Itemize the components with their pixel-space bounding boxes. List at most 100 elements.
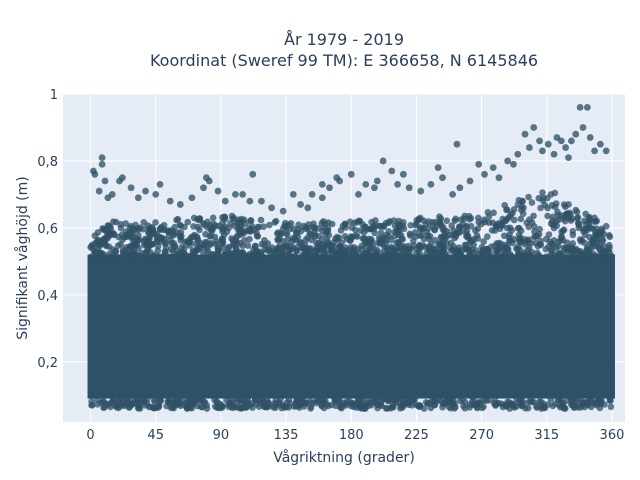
data-point xyxy=(94,237,102,244)
data-point xyxy=(422,243,429,251)
data-point xyxy=(460,254,468,261)
data-point xyxy=(516,246,524,254)
data-point xyxy=(283,403,291,410)
data-point xyxy=(111,247,119,255)
data-point xyxy=(358,242,366,250)
data-point xyxy=(185,253,193,261)
data-point xyxy=(535,230,543,238)
data-point xyxy=(504,157,512,165)
data-point xyxy=(377,235,385,243)
data-point xyxy=(203,401,210,409)
data-point xyxy=(143,400,151,407)
data-point xyxy=(563,212,571,220)
data-point xyxy=(495,174,503,182)
data-point xyxy=(326,184,333,192)
data-point xyxy=(510,160,517,168)
data-point xyxy=(405,242,412,250)
data-point xyxy=(410,242,418,249)
data-point xyxy=(282,219,289,227)
data-point xyxy=(431,226,438,234)
data-point xyxy=(304,204,312,212)
data-point xyxy=(510,206,518,213)
data-point xyxy=(359,235,367,243)
data-point xyxy=(484,253,492,260)
data-point xyxy=(581,231,589,239)
data-point xyxy=(318,194,326,202)
data-point xyxy=(515,399,522,406)
data-point xyxy=(356,400,364,407)
data-point xyxy=(530,124,538,131)
data-point xyxy=(382,405,390,412)
data-point xyxy=(579,124,587,131)
data-point xyxy=(120,254,128,262)
data-point xyxy=(173,247,181,254)
data-point xyxy=(566,243,574,251)
data-point xyxy=(515,224,523,232)
data-point xyxy=(119,246,127,254)
data-point xyxy=(129,233,137,241)
data-point xyxy=(166,197,174,205)
data-point xyxy=(239,242,247,250)
data-point xyxy=(368,244,375,252)
data-point xyxy=(586,253,594,261)
data-point xyxy=(459,221,467,228)
data-point xyxy=(474,235,482,242)
data-point xyxy=(128,401,136,409)
data-point xyxy=(341,220,349,228)
data-point xyxy=(301,241,309,249)
data-point xyxy=(170,400,178,408)
data-point xyxy=(405,184,413,192)
data-point xyxy=(155,403,162,411)
data-point xyxy=(539,189,546,196)
data-point xyxy=(556,250,564,258)
data-point xyxy=(490,209,497,217)
data-point xyxy=(285,247,293,255)
data-point xyxy=(156,395,163,403)
data-point xyxy=(272,401,280,409)
data-point xyxy=(279,207,287,215)
data-point xyxy=(364,397,372,404)
data-point xyxy=(484,209,492,216)
data-point xyxy=(225,244,232,252)
data-point xyxy=(440,247,448,254)
data-point xyxy=(465,212,473,220)
data-point xyxy=(528,199,536,206)
data-point xyxy=(605,231,613,239)
data-point xyxy=(277,231,284,238)
data-point xyxy=(404,254,411,262)
data-point xyxy=(398,396,406,403)
data-point xyxy=(526,144,533,151)
data-point xyxy=(597,231,605,238)
data-point xyxy=(415,242,423,250)
data-point xyxy=(231,191,239,198)
data-point xyxy=(154,247,162,254)
data-point xyxy=(342,248,350,256)
data-point xyxy=(537,237,544,245)
data-point xyxy=(507,400,515,408)
data-point xyxy=(504,243,511,250)
data-point xyxy=(455,225,463,233)
data-point xyxy=(568,137,575,145)
data-point xyxy=(218,235,226,243)
data-point xyxy=(445,397,453,405)
data-point xyxy=(516,235,523,243)
data-point xyxy=(288,253,296,261)
data-point xyxy=(272,396,280,404)
data-point xyxy=(405,395,413,402)
data-point xyxy=(485,219,493,226)
data-point xyxy=(207,232,215,240)
data-point xyxy=(142,187,149,195)
data-point xyxy=(510,216,518,224)
x-tick-label: 270 xyxy=(469,428,494,443)
data-point xyxy=(188,194,196,202)
data-point xyxy=(461,405,469,412)
x-tick-label: 225 xyxy=(404,428,429,443)
data-point xyxy=(606,397,614,404)
data-point xyxy=(456,184,464,192)
y-tick-label: 0,8 xyxy=(37,155,58,170)
data-point xyxy=(521,130,529,138)
data-point xyxy=(524,246,532,254)
data-point xyxy=(205,177,213,185)
data-point xyxy=(238,215,245,223)
data-point xyxy=(237,396,244,404)
